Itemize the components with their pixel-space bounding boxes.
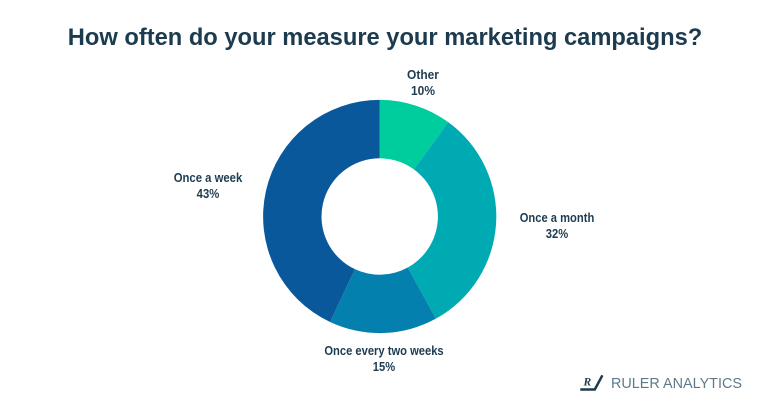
svg-text:R: R	[583, 377, 592, 389]
